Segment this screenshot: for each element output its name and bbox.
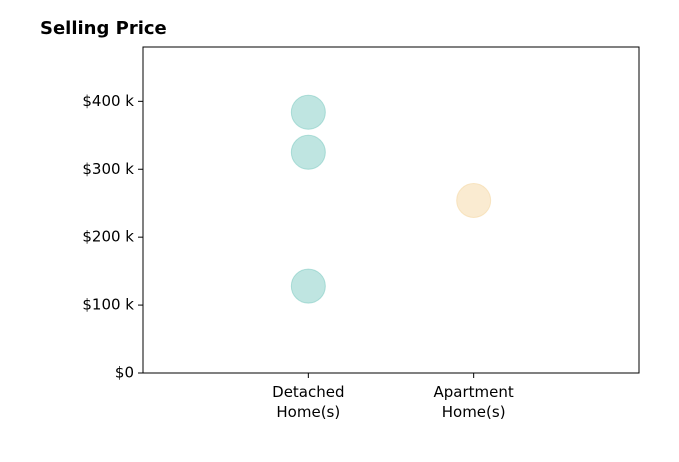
y-tick-label: $400 k	[82, 92, 134, 110]
point	[290, 94, 326, 130]
y-tick-label: $100 k	[82, 296, 134, 314]
point	[290, 134, 326, 170]
y-tick-label: $0	[115, 364, 134, 382]
point	[290, 268, 326, 304]
plot-frame	[142, 46, 640, 374]
x-tick-label: Detached Home(s)	[272, 383, 345, 421]
y-tick-label: $200 k	[82, 228, 134, 246]
y-tick-label: $300 k	[82, 160, 134, 178]
chart-title: Selling Price	[40, 18, 167, 39]
x-tick-label: Apartment Home(s)	[433, 383, 514, 421]
point	[456, 182, 492, 218]
